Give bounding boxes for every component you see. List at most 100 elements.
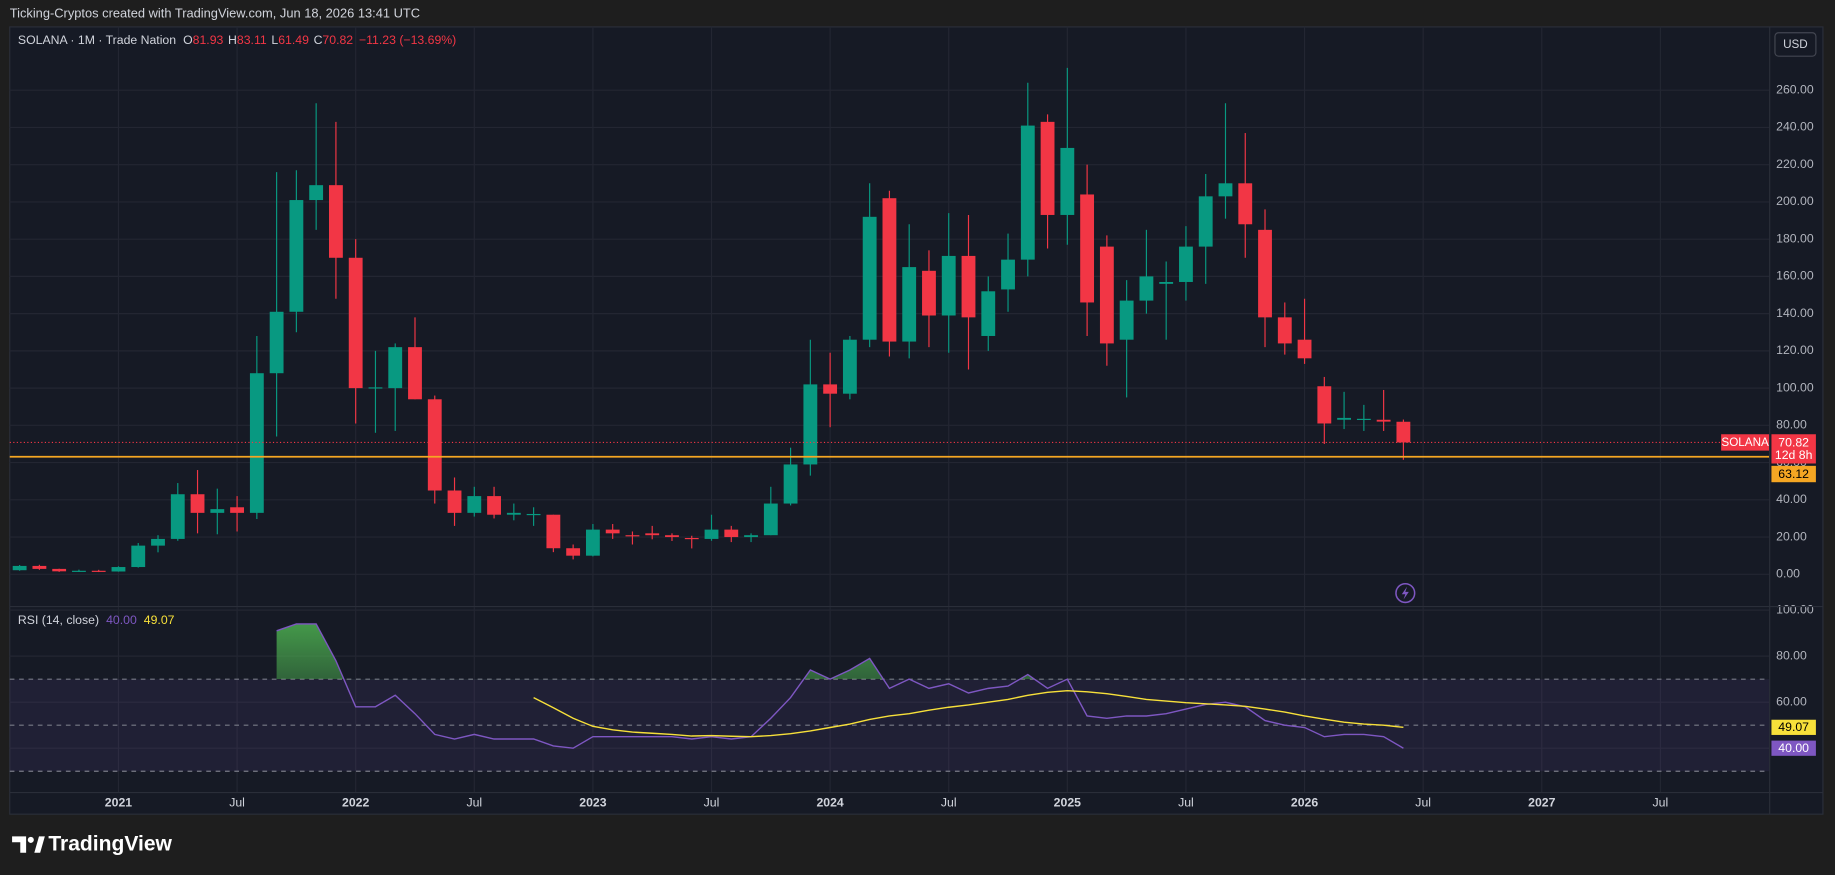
candle-body xyxy=(585,529,600,556)
candle-body xyxy=(783,464,798,504)
candle-body xyxy=(1258,229,1272,318)
candle-body xyxy=(941,255,956,316)
countdown-tag: 12d 8h xyxy=(1775,448,1813,462)
alert-circle[interactable] xyxy=(1395,582,1416,604)
candle-body xyxy=(289,200,304,312)
x-tick-label: 2021 xyxy=(105,795,132,809)
rsi-tag: 40.00 xyxy=(1778,741,1809,755)
x-tick-label: Jul xyxy=(466,795,482,809)
candle-body xyxy=(388,347,403,389)
candle-body xyxy=(1337,417,1352,420)
x-tick-label: Jul xyxy=(1415,795,1431,809)
candle-body xyxy=(1060,147,1075,215)
candle-body xyxy=(744,535,758,538)
price-tag-bg xyxy=(1771,434,1816,464)
y-tick-label: 100.00 xyxy=(1776,380,1814,394)
y-tick-label: 140.00 xyxy=(1776,306,1814,320)
candle-body xyxy=(882,198,897,342)
candle-body xyxy=(1159,281,1174,284)
candle-body xyxy=(190,494,205,513)
candle-body xyxy=(1376,419,1391,422)
ohlc-value: 70.82 xyxy=(322,33,353,47)
rsi-title: RSI (14, close) xyxy=(18,613,99,627)
candle-body xyxy=(329,185,343,258)
candle-body xyxy=(467,496,482,513)
ohlc: O81.93 H83.11 L61.49 C70.82 xyxy=(183,33,353,47)
candle-body xyxy=(91,570,106,572)
candle-body xyxy=(210,509,225,513)
candle-body xyxy=(704,529,719,539)
rsi-tag: 49.07 xyxy=(1778,720,1809,734)
y-tick-label: 100.00 xyxy=(1776,602,1814,616)
ohlc-key: H xyxy=(228,33,237,47)
rsi-value: 40.00 xyxy=(106,613,137,627)
candle-body xyxy=(427,399,442,491)
x-tick-label: Jul xyxy=(704,795,720,809)
x-tick-label: Jul xyxy=(229,795,245,809)
candle-body xyxy=(1080,194,1095,303)
y-tick-label: 200.00 xyxy=(1776,194,1814,208)
candle-body xyxy=(269,311,284,374)
candle-body xyxy=(170,494,185,539)
ohlc-value: 61.49 xyxy=(278,33,309,47)
candle-body xyxy=(526,513,541,516)
hline-tag: 63.12 xyxy=(1778,467,1809,481)
logo-part xyxy=(12,836,27,853)
ohlc-value: 81.93 xyxy=(193,33,224,47)
alert-bolt[interactable] xyxy=(1401,586,1409,600)
candle-body xyxy=(605,529,620,534)
rsi-legend: RSI (14, close) 40.00 49.07 xyxy=(18,613,175,627)
candle-body xyxy=(961,255,976,318)
candle-body xyxy=(1297,339,1312,359)
x-tick-label: 2022 xyxy=(342,795,369,809)
candle-body xyxy=(32,565,47,569)
rsi-tag-bg xyxy=(1771,719,1816,735)
candle-body xyxy=(902,267,917,342)
candle-body xyxy=(1001,259,1015,290)
candle-body xyxy=(922,270,936,316)
y-tick-label: 180.00 xyxy=(1776,231,1814,245)
candle-body xyxy=(1396,421,1411,443)
candle-body xyxy=(1317,386,1332,424)
logo-part xyxy=(27,836,34,843)
brand: TradingView xyxy=(48,833,172,856)
symbol-legend: SOLANA · 1M · Trade Nation O81.93 H83.11 L6… xyxy=(18,33,456,47)
candle-body xyxy=(249,373,264,513)
currency-box[interactable] xyxy=(1774,32,1817,57)
currency[interactable]: USD xyxy=(1783,38,1808,51)
y-tick-label: 260.00 xyxy=(1776,82,1814,96)
footer-logo: TradingView xyxy=(12,833,173,856)
ohlc-key: C xyxy=(314,33,323,47)
candle-body xyxy=(348,257,363,389)
x-tick-label: 2027 xyxy=(1528,795,1555,809)
candle-body xyxy=(981,291,996,336)
candle-body xyxy=(625,535,640,537)
candle-body xyxy=(1198,196,1213,247)
candle-body xyxy=(230,507,244,513)
candle-body xyxy=(1020,125,1035,260)
y-tick-label: 60.00 xyxy=(1776,694,1807,708)
logo-part xyxy=(34,836,45,853)
ohlc-key: L xyxy=(271,33,278,47)
y-tick-label: 40.00 xyxy=(1776,492,1807,506)
y-tick-label: 120.00 xyxy=(1776,343,1814,357)
alert-icon[interactable] xyxy=(1395,582,1416,604)
candle-body xyxy=(1179,246,1193,282)
candle-body xyxy=(12,565,27,571)
candle-body xyxy=(52,568,67,572)
x-tick-label: Jul xyxy=(1178,795,1194,809)
rsi-line xyxy=(276,623,1404,749)
hline-tag-bg xyxy=(1771,465,1816,483)
candle-body xyxy=(1119,300,1134,340)
currency-button[interactable]: USD xyxy=(1774,32,1817,57)
candle-body xyxy=(546,514,561,549)
y-tick-label: 20.00 xyxy=(1776,529,1807,543)
candle-body xyxy=(842,339,857,394)
ohlc-value: 83.11 xyxy=(237,33,267,47)
rsi-line xyxy=(533,689,1404,738)
candle-body xyxy=(1356,418,1371,421)
y-tick-label: 220.00 xyxy=(1776,157,1814,171)
candle-body xyxy=(151,538,165,546)
